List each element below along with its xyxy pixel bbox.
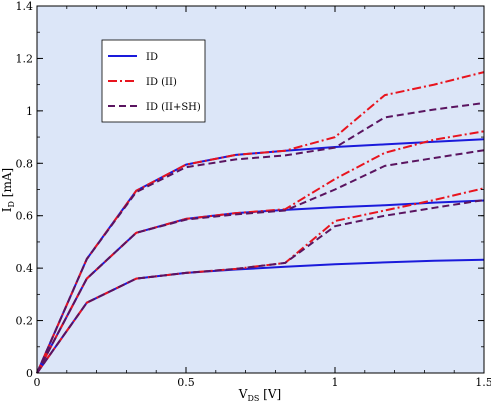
series-line-9 <box>36 102 485 374</box>
y-tick-label: 1.4 <box>16 0 34 13</box>
x-axis-label: VDS [V] <box>238 387 281 403</box>
y-tick-label: 0.6 <box>16 210 34 223</box>
series-line-8 <box>36 149 485 374</box>
legend: ID ID (II) ID (II+SH) <box>101 39 206 123</box>
y-tick-label: 0.4 <box>16 262 34 275</box>
x-tick-label: 1 <box>332 376 339 389</box>
y-tick-label: 0 <box>26 367 33 380</box>
x-tick-label: 1.5 <box>475 376 491 389</box>
legend-box <box>101 39 206 123</box>
y-tick-label: 0.8 <box>16 157 34 170</box>
legend-label: ID (II+SH) <box>146 102 201 113</box>
y-tick-label: 1 <box>26 105 33 118</box>
y-axis-label: ID [mA] <box>0 168 16 212</box>
x-tick-label: 0 <box>34 376 41 389</box>
y-tick-label: 0.2 <box>16 315 34 328</box>
legend-label: ID (II) <box>146 77 177 88</box>
series-line-5 <box>36 130 485 374</box>
x-tick-label: 0.5 <box>177 376 195 389</box>
series-line-7 <box>36 199 485 374</box>
y-tick-label: 1.2 <box>16 52 34 65</box>
series-layer <box>36 71 485 374</box>
series-line-4 <box>36 187 485 374</box>
plot-frame <box>36 5 485 374</box>
legend-label: ID <box>146 52 158 63</box>
